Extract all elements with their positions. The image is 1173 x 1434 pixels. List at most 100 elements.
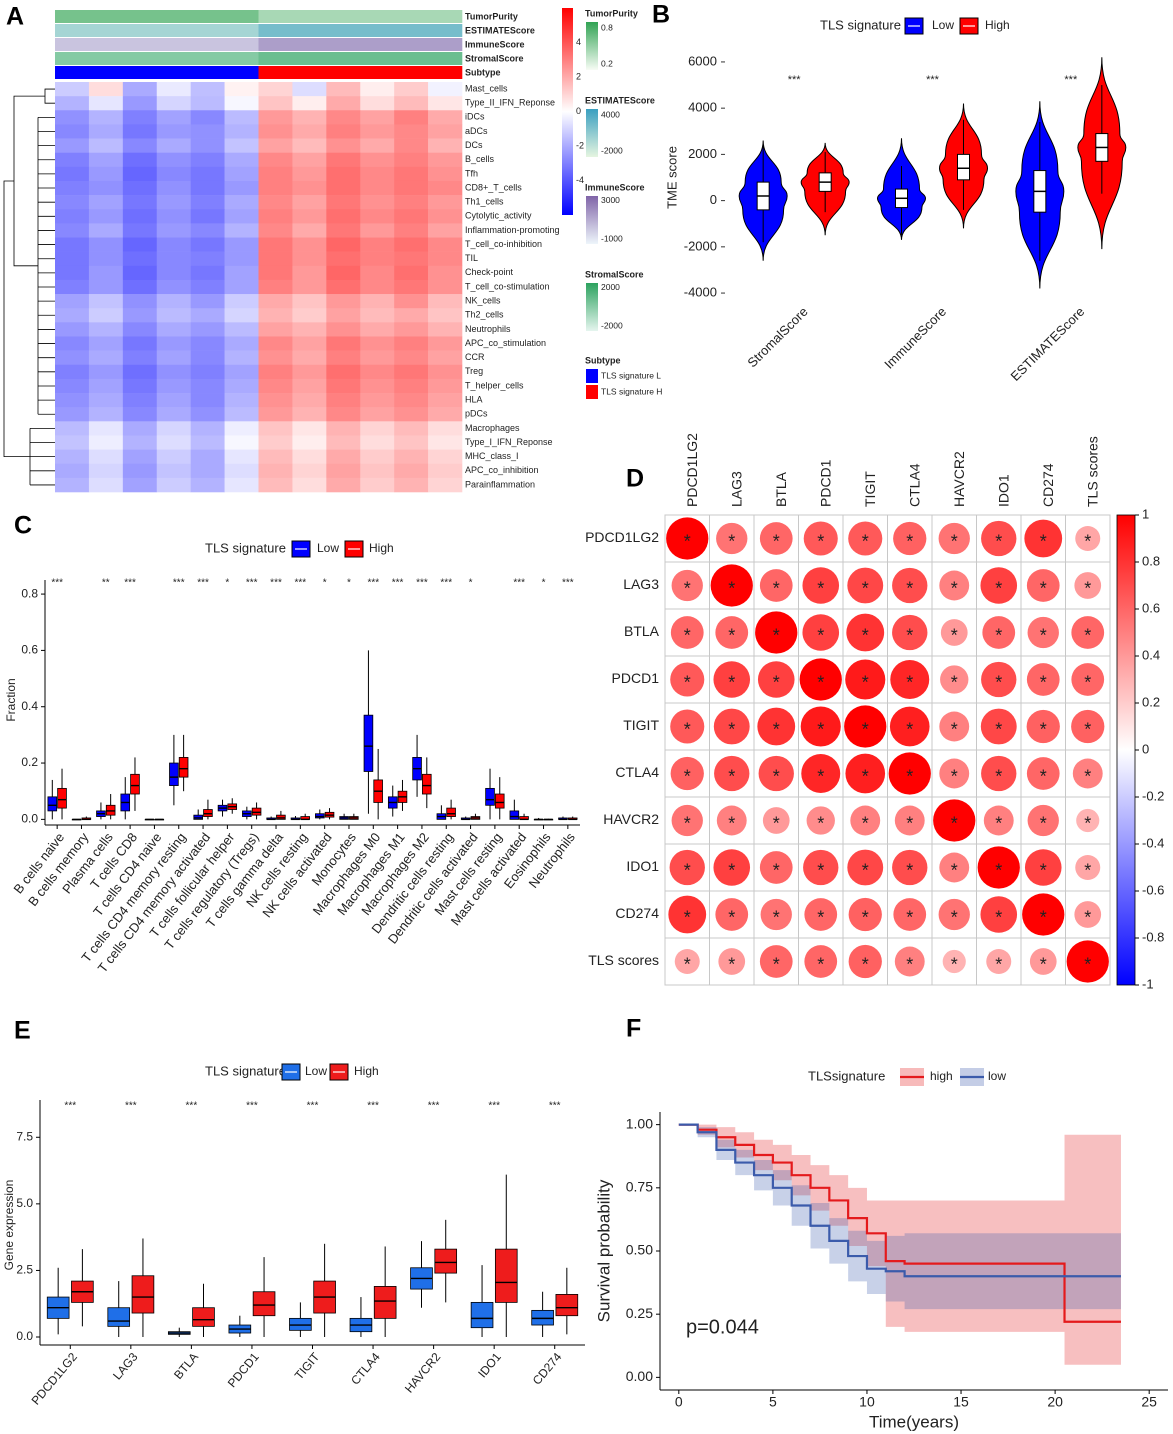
significance: * bbox=[906, 907, 913, 927]
heatmap-cell bbox=[224, 124, 259, 139]
heatmap-cell bbox=[394, 96, 429, 111]
heatmap-cell bbox=[292, 294, 327, 309]
heatmap-cell bbox=[88, 294, 124, 309]
heatmap-cell bbox=[122, 180, 158, 196]
heatmap-cell bbox=[88, 308, 124, 323]
heatmap-cell bbox=[428, 265, 463, 281]
significance: * bbox=[1084, 719, 1091, 739]
correlation-circle bbox=[939, 570, 970, 601]
correlation-circle bbox=[1071, 663, 1105, 696]
significance: * bbox=[862, 860, 869, 880]
heatmap-cell bbox=[88, 279, 124, 295]
heatmap-cell bbox=[156, 477, 191, 493]
heatmap-cell bbox=[394, 435, 429, 450]
x-tick-label: 5 bbox=[769, 1394, 777, 1410]
heatmap-cell bbox=[156, 421, 191, 436]
significance: * bbox=[817, 578, 824, 598]
correlation-circle bbox=[844, 705, 887, 748]
significance: * bbox=[906, 672, 913, 692]
annotation-name: TumorPurity bbox=[465, 11, 518, 21]
heatmap-cell bbox=[326, 364, 361, 380]
heatmap-cell bbox=[394, 308, 429, 323]
heatmap-cell bbox=[428, 336, 463, 351]
correlation-circle bbox=[759, 945, 793, 978]
heatmap-cell bbox=[258, 166, 293, 182]
heatmap-cell bbox=[258, 350, 293, 366]
heatmap-cell bbox=[224, 294, 259, 309]
heatmap-cell bbox=[428, 223, 463, 238]
legend-label: high bbox=[930, 1069, 953, 1083]
colorbar-tick-label: 0 bbox=[576, 106, 581, 116]
significance: * bbox=[951, 766, 958, 786]
heatmap-cell bbox=[88, 96, 124, 111]
correlation-circle bbox=[757, 661, 795, 698]
x-tick-label: 0 bbox=[675, 1394, 683, 1410]
heatmap-cell bbox=[156, 449, 191, 465]
significance: * bbox=[728, 766, 735, 786]
significance: * bbox=[906, 625, 913, 645]
significance: * bbox=[951, 954, 958, 974]
annotation-name: Subtype bbox=[465, 67, 501, 77]
colorbar-tick-label: -0.6 bbox=[1142, 882, 1164, 897]
significance: * bbox=[1084, 954, 1091, 974]
correlation-circle bbox=[889, 706, 930, 747]
heatmap-cell bbox=[326, 378, 361, 394]
heatmap-cell bbox=[258, 209, 293, 224]
heatmap-cell bbox=[122, 265, 158, 281]
heatmap-cell bbox=[326, 435, 361, 450]
y-tick-label: 2000 bbox=[688, 146, 717, 161]
heatmap-cell bbox=[428, 421, 463, 436]
colorbar-tick-label: 2 bbox=[576, 71, 581, 81]
legend-label: Low bbox=[317, 541, 339, 555]
heatmap-cell bbox=[360, 209, 395, 224]
heatmap-cell bbox=[394, 322, 429, 337]
heatmap-cell bbox=[326, 393, 361, 408]
box bbox=[555, 1294, 579, 1317]
y-tick-label: 1.00 bbox=[626, 1115, 653, 1131]
row-label: Tfh bbox=[465, 168, 478, 178]
box bbox=[422, 773, 432, 795]
heatmap-cell bbox=[122, 209, 158, 224]
heatmap-cell bbox=[55, 110, 90, 125]
box bbox=[485, 787, 495, 806]
subtype-cell bbox=[55, 66, 259, 79]
legend-title: StromalScore bbox=[585, 269, 644, 279]
heatmap-cell bbox=[292, 364, 327, 380]
heatmap-cell bbox=[88, 421, 124, 436]
correlation-circle bbox=[892, 849, 928, 886]
significance: * bbox=[684, 766, 691, 786]
heatmap-cell bbox=[190, 279, 225, 295]
significance: * bbox=[862, 672, 869, 692]
significance: * bbox=[862, 625, 869, 645]
heatmap-cell bbox=[292, 421, 327, 436]
heatmap-cell bbox=[55, 195, 90, 210]
box bbox=[494, 793, 505, 809]
survival-curve bbox=[678, 1123, 1121, 1278]
heatmap-cell bbox=[55, 350, 90, 366]
significance: * bbox=[1040, 954, 1047, 974]
heatmap-cell bbox=[224, 166, 259, 182]
legend-gradient bbox=[586, 283, 598, 331]
heatmap-cell bbox=[88, 336, 124, 351]
heatmap-cell bbox=[258, 463, 293, 479]
annotation-cell bbox=[258, 10, 463, 23]
significance: * bbox=[906, 531, 913, 551]
legend-tick-label: 0.2 bbox=[601, 58, 613, 68]
heatmap-cell bbox=[360, 393, 395, 408]
legend-gradient bbox=[586, 109, 598, 157]
heatmap-cell bbox=[122, 407, 158, 422]
legend-label: TLS signature L bbox=[601, 370, 661, 380]
heatmap-cell bbox=[88, 265, 124, 281]
y-tick-label: 0.25 bbox=[626, 1305, 653, 1321]
heatmap-cell bbox=[190, 336, 225, 351]
box bbox=[494, 1248, 518, 1303]
significance: *** bbox=[51, 578, 63, 589]
significance: * bbox=[1084, 860, 1091, 880]
y-tick-label: -2000 bbox=[684, 238, 717, 253]
heatmap-cell bbox=[292, 166, 327, 182]
row-label: Treg bbox=[465, 366, 483, 376]
heatmap-cell bbox=[326, 166, 361, 182]
y-tick-label: 0.8 bbox=[21, 586, 38, 600]
correlation-circle bbox=[1026, 663, 1060, 696]
significance: * bbox=[862, 531, 869, 551]
